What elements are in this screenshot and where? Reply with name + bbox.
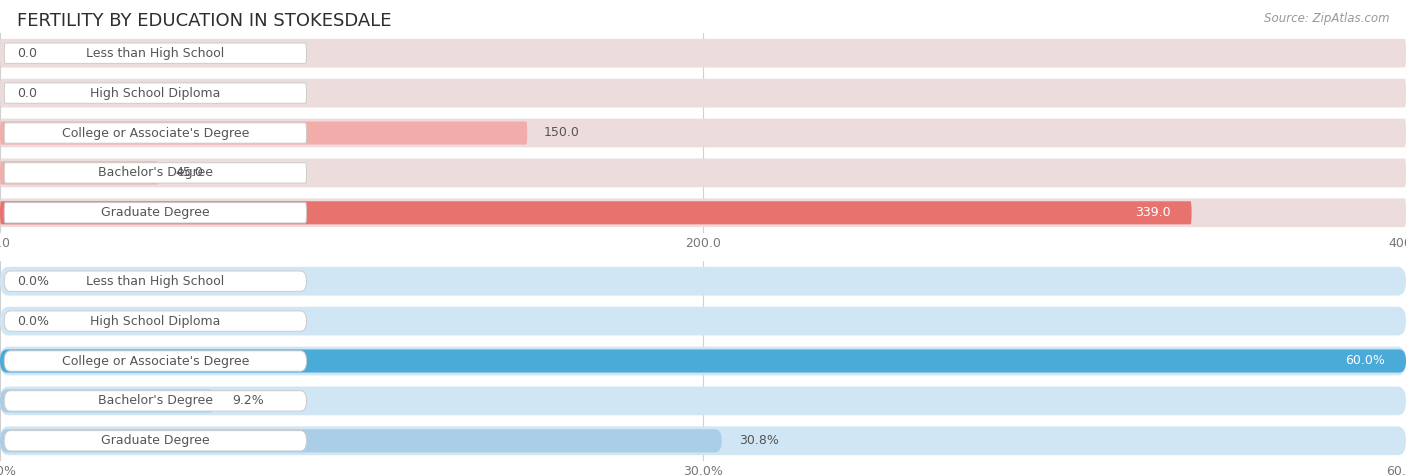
FancyBboxPatch shape [0, 350, 1406, 372]
FancyBboxPatch shape [0, 201, 1192, 224]
FancyBboxPatch shape [0, 307, 1406, 335]
Text: Source: ZipAtlas.com: Source: ZipAtlas.com [1264, 12, 1389, 25]
Text: College or Associate's Degree: College or Associate's Degree [62, 354, 249, 368]
Text: 0.0%: 0.0% [17, 275, 49, 288]
FancyBboxPatch shape [0, 159, 1406, 187]
Text: 150.0: 150.0 [544, 126, 581, 140]
FancyBboxPatch shape [0, 427, 1406, 455]
Text: High School Diploma: High School Diploma [90, 86, 221, 100]
FancyBboxPatch shape [4, 391, 307, 411]
FancyBboxPatch shape [0, 267, 1406, 295]
Text: 9.2%: 9.2% [232, 394, 264, 408]
FancyBboxPatch shape [0, 347, 1406, 375]
FancyBboxPatch shape [0, 429, 721, 452]
Text: Bachelor's Degree: Bachelor's Degree [98, 166, 212, 180]
Text: 339.0: 339.0 [1135, 206, 1171, 219]
Text: High School Diploma: High School Diploma [90, 314, 221, 328]
FancyBboxPatch shape [4, 123, 307, 143]
FancyBboxPatch shape [0, 122, 527, 144]
Text: FERTILITY BY EDUCATION IN STOKESDALE: FERTILITY BY EDUCATION IN STOKESDALE [17, 12, 391, 30]
FancyBboxPatch shape [0, 162, 159, 184]
FancyBboxPatch shape [0, 387, 1406, 415]
FancyBboxPatch shape [4, 431, 307, 451]
FancyBboxPatch shape [0, 119, 1406, 147]
Text: 0.0%: 0.0% [17, 314, 49, 328]
FancyBboxPatch shape [4, 163, 307, 183]
FancyBboxPatch shape [4, 43, 307, 63]
FancyBboxPatch shape [4, 311, 307, 331]
Text: 45.0: 45.0 [174, 166, 202, 180]
FancyBboxPatch shape [4, 351, 307, 371]
Text: Graduate Degree: Graduate Degree [101, 206, 209, 219]
FancyBboxPatch shape [0, 390, 215, 412]
Text: 30.8%: 30.8% [738, 434, 779, 447]
FancyBboxPatch shape [0, 199, 1406, 227]
FancyBboxPatch shape [0, 39, 1406, 67]
Text: 60.0%: 60.0% [1346, 354, 1385, 368]
Text: 0.0: 0.0 [17, 47, 37, 60]
Text: Less than High School: Less than High School [86, 275, 225, 288]
Text: Less than High School: Less than High School [86, 47, 225, 60]
Text: Bachelor's Degree: Bachelor's Degree [98, 394, 212, 408]
FancyBboxPatch shape [0, 79, 1406, 107]
Text: College or Associate's Degree: College or Associate's Degree [62, 126, 249, 140]
Text: Graduate Degree: Graduate Degree [101, 434, 209, 447]
FancyBboxPatch shape [4, 83, 307, 103]
FancyBboxPatch shape [4, 203, 307, 223]
FancyBboxPatch shape [4, 271, 307, 291]
Text: 0.0: 0.0 [17, 86, 37, 100]
